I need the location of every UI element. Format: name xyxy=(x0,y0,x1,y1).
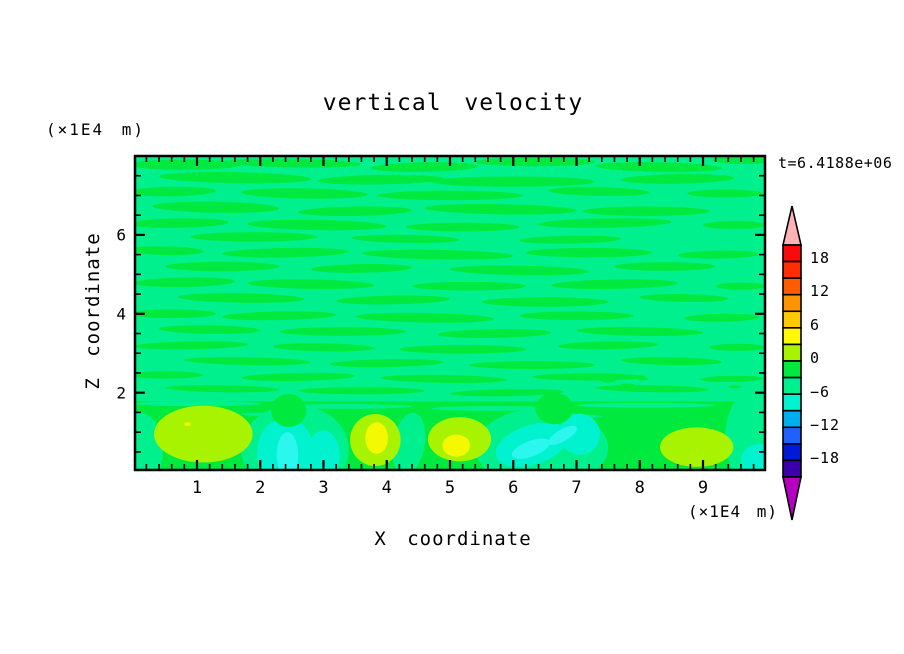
plot-title: vertical velocity xyxy=(322,90,584,116)
colorbar-band xyxy=(782,393,802,412)
colorbar-under-arrow xyxy=(782,476,802,521)
colorbar-band xyxy=(782,310,802,329)
colorbar-over-arrow xyxy=(781,205,803,246)
colorbar-tick-label: −18 xyxy=(810,449,841,468)
colorbar-tick-label: 6 xyxy=(810,315,821,334)
x-axis-title: X coordinate xyxy=(374,528,532,550)
x-tick-label: 2 xyxy=(255,478,266,498)
x-tick-label: 8 xyxy=(634,478,645,498)
colorbar-tick-label: −12 xyxy=(810,416,841,434)
x-tick-label: 5 xyxy=(444,478,456,498)
colorbar-band xyxy=(782,459,802,478)
y-tick-label: 4 xyxy=(116,304,126,324)
timestamp-label: t=6.4188e+06 xyxy=(778,154,893,172)
colorbar-band xyxy=(782,360,802,379)
colorbar-band xyxy=(782,327,802,346)
colorbar xyxy=(781,205,803,521)
colorbar-band xyxy=(782,426,802,445)
colorbar-band xyxy=(782,277,802,296)
x-tick-label: 6 xyxy=(508,478,519,498)
plot-border xyxy=(133,154,767,472)
x-axis-unit-label: (×1E4 m) xyxy=(688,502,779,521)
colorbar-band xyxy=(782,409,802,429)
axis-ticks xyxy=(136,157,764,469)
x-tick-label: 1 xyxy=(191,478,203,498)
colorbar-band xyxy=(782,443,802,462)
x-tick-label: 3 xyxy=(318,478,329,498)
colorbar-band xyxy=(782,376,802,395)
colorbar-band xyxy=(782,343,802,362)
colorbar-tick-label: 12 xyxy=(810,282,831,301)
x-tick-label: 4 xyxy=(381,478,392,498)
x-tick-label: 7 xyxy=(571,478,582,498)
colorbar-tick-label: 18 xyxy=(810,249,831,267)
y-tick-label: 2 xyxy=(116,383,126,403)
colorbar-tick-label: 0 xyxy=(810,349,821,368)
y-axis-unit-label: (×1E4 m) xyxy=(46,120,146,139)
colorbar-band xyxy=(782,293,802,313)
colorbar-tick-label: −6 xyxy=(810,382,831,401)
colorbar-band xyxy=(782,260,802,279)
contour-field xyxy=(135,156,765,470)
y-tick-label: 6 xyxy=(116,225,126,245)
x-tick-label: 9 xyxy=(697,478,709,498)
colorbar-band xyxy=(782,244,802,263)
